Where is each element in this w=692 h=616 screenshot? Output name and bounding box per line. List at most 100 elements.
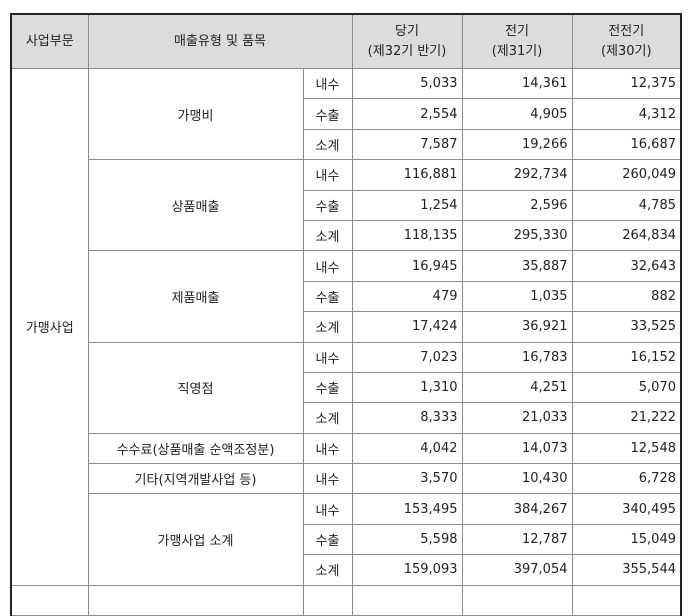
value-current: 17,424	[351, 311, 463, 343]
sales-kind-cell: 내수	[302, 463, 353, 495]
header-prior2: 전전기 (제30기)	[571, 13, 682, 69]
value-prior: 36,921	[461, 311, 573, 343]
empty-cell	[10, 584, 89, 616]
header-current: 당기 (제32기 반기)	[351, 13, 463, 69]
value-prior: 1,035	[461, 280, 573, 313]
value-prior: 397,054	[461, 554, 573, 586]
value-prior: 10,430	[461, 463, 573, 495]
sales-kind-cell: 소계	[302, 219, 353, 252]
sales-kind-cell: 소계	[302, 554, 353, 586]
value-prior2: 355,544	[571, 554, 682, 586]
value-current: 1,310	[351, 371, 463, 404]
table-row: 소계 118,135 295,330 264,834	[11, 219, 682, 252]
sales-kind-cell: 소계	[302, 311, 353, 343]
table-row: 직영점 내수 7,023 16,783 16,152	[11, 341, 682, 434]
value-prior: 12,787	[461, 523, 573, 556]
value-prior: 19,266	[461, 128, 573, 161]
table-row: 제품매출 내수 16,945 35,887 32,643	[11, 250, 682, 343]
sales-kind-cell: 내수	[302, 493, 353, 525]
table-row: 수출 5,598 12,787 15,049	[11, 523, 682, 556]
sales-kind-cell: 수출	[302, 98, 353, 130]
sales-table: 사업부문 매출유형 및 품목 당기 (제32기 반기) 전기 (제31기) 전전기(…	[10, 13, 682, 616]
table-row: 소계 17,424 36,921 33,525	[11, 311, 682, 343]
value-current: 153,495	[351, 493, 463, 525]
value-current: 159,093	[351, 554, 463, 586]
sales-kind-cell: 수출	[302, 280, 353, 313]
value-current: 1,254	[351, 189, 463, 221]
segment-cell: 가맹사업	[10, 68, 89, 586]
value-current: 7,587	[351, 128, 463, 161]
value-prior2: 15,049	[571, 523, 682, 556]
table-row: 소계 8,333 21,033 21,222	[11, 402, 682, 434]
value-current: 16,945	[351, 250, 463, 282]
sales-kind-cell: 수출	[302, 371, 353, 404]
table-row: 소계 159,093 397,054 355,544	[11, 554, 682, 586]
value-prior: 14,361	[461, 67, 573, 100]
table-row-next	[10, 584, 682, 616]
sales-kind-cell: 내수	[302, 250, 353, 282]
value-current: 3,570	[351, 463, 463, 495]
value-prior2: 340,495	[571, 493, 682, 525]
value-prior2: 4,312	[571, 98, 682, 130]
table-row: 가맹사업 가맹비 내수 5,033 14,361 12,375	[10, 67, 682, 586]
value-prior2: 4,785	[571, 189, 682, 221]
value-prior2: 12,548	[571, 432, 682, 465]
item-name-cell: 상품매출	[87, 159, 304, 252]
value-prior2: 882	[571, 280, 682, 313]
value-prior2: 12,375	[571, 67, 682, 100]
value-current: 7,023	[351, 341, 463, 373]
value-prior: 4,251	[461, 371, 573, 404]
value-prior2: 260,049	[571, 159, 682, 191]
empty-cell	[87, 584, 304, 616]
sales-kind-cell: 수출	[302, 189, 353, 221]
item-name-cell: 직영점	[87, 341, 304, 434]
value-prior: 295,330	[461, 219, 573, 252]
value-prior: 35,887	[461, 250, 573, 282]
header-prior: 전기 (제31기)	[461, 13, 573, 69]
sales-kind-cell: 소계	[302, 402, 353, 434]
value-prior: 292,734	[461, 159, 573, 191]
table-row: 수출 1,254 2,596 4,785	[11, 189, 682, 221]
value-current: 8,333	[351, 402, 463, 434]
sales-kind-cell: 내수	[302, 432, 353, 465]
value-prior: 4,905	[461, 98, 573, 130]
value-prior2: 21,222	[571, 402, 682, 434]
item-name-cell: 수수료(상품매출 순액조정분)	[87, 432, 304, 465]
value-prior: 2,596	[461, 189, 573, 221]
value-prior2: 264,834	[571, 219, 682, 252]
table-row: 소계 7,587 19,266 16,687	[11, 128, 682, 161]
value-prior2: 16,152	[571, 341, 682, 373]
value-current: 5,033	[351, 67, 463, 100]
table-row: 수출 1,310 4,251 5,070	[11, 371, 682, 404]
item-name-cell: 가맹비	[87, 67, 304, 161]
value-prior: 16,783	[461, 341, 573, 373]
table-row: 상품매출 내수 116,881 292,734 260,049	[11, 159, 682, 252]
value-current: 118,135	[351, 219, 463, 252]
value-current: 2,554	[351, 98, 463, 130]
item-name-cell: 기타(지역개발사업 등)	[87, 463, 304, 495]
value-prior: 384,267	[461, 493, 573, 525]
value-prior2: 5,070	[571, 371, 682, 404]
sales-kind-cell: 소계	[302, 128, 353, 161]
value-current: 479	[351, 280, 463, 313]
sales-kind-cell: 내수	[302, 159, 353, 191]
sales-kind-cell: 내수	[302, 341, 353, 373]
header-type: 매출유형 및 품목	[87, 13, 353, 69]
value-current: 116,881	[351, 159, 463, 191]
item-name-cell: 제품매출	[87, 250, 304, 343]
table-row: 수수료(상품매출 순액조정분) 내수 4,042 14,073 12,548	[11, 432, 682, 465]
item-name-cell: 가맹사업 소계	[87, 493, 304, 586]
empty-cell	[571, 584, 682, 616]
table-row: 가맹사업 소계 내수 153,495 384,267 340,495	[11, 493, 682, 586]
value-current: 5,598	[351, 523, 463, 556]
empty-cell	[461, 584, 573, 616]
sales-kind-cell: 수출	[302, 523, 353, 556]
value-prior2: 6,728	[571, 463, 682, 495]
value-prior2: 33,525	[571, 311, 682, 343]
value-prior2: 32,643	[571, 250, 682, 282]
value-prior: 14,073	[461, 432, 573, 465]
sales-kind-cell: 내수	[302, 67, 353, 100]
header-row: 사업부문 매출유형 및 품목 당기 (제32기 반기) 전기 (제31기) 전전기(…	[10, 13, 682, 69]
header-segment: 사업부문	[10, 13, 89, 69]
table-row: 기타(지역개발사업 등) 내수 3,570 10,430 6,728	[11, 463, 682, 495]
